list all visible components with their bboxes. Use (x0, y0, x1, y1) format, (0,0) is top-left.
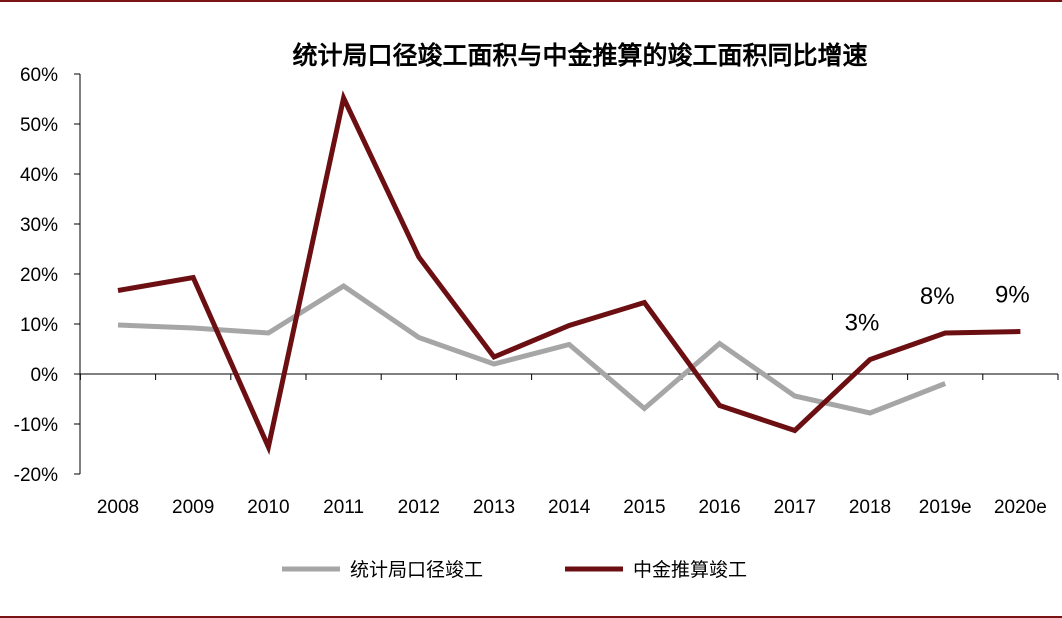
data-label: 8% (920, 283, 955, 310)
data-label: 3% (845, 310, 880, 337)
y-tick-label: -10% (14, 415, 58, 436)
x-tick-label: 2020e (994, 497, 1047, 518)
series-line-cicc (117, 90, 1021, 456)
y-tick-label: 40% (20, 165, 58, 186)
data-label: 9% (995, 282, 1030, 309)
x-tick-label: 2018 (849, 497, 891, 518)
x-tick-label: 2019e (919, 497, 972, 518)
y-tick-label: 20% (20, 265, 58, 286)
x-tick-label: 2013 (473, 497, 515, 518)
bottom-frame-line (0, 616, 1062, 618)
y-tick-label: 50% (20, 115, 58, 136)
y-tick-label: 60% (20, 65, 58, 86)
y-tick-label: 0% (31, 365, 59, 386)
x-tick-label: 2017 (774, 497, 816, 518)
x-tick-label: 2014 (548, 497, 591, 518)
top-frame-line (0, 0, 1062, 2)
y-tick-label: -20% (14, 465, 58, 486)
x-tick-label: 2009 (172, 497, 214, 518)
x-tick-label: 2016 (698, 497, 740, 518)
series-line-official (117, 283, 947, 416)
chart-title: 统计局口径竣工面积与中金推算的竣工面积同比增速 (292, 41, 867, 70)
x-tick-label: 2011 (323, 497, 364, 518)
x-tick-label: 2010 (247, 497, 289, 518)
y-tick-label: 30% (20, 215, 58, 236)
annotation-layer: 3% 8% 9% (845, 282, 1030, 337)
y-tick-label: 10% (20, 315, 58, 336)
series-layer (117, 90, 1021, 456)
axes: -20% -10% 0% 10% 20% 30% 40% 50% 60% 2008 2009 2010… (14, 65, 1059, 518)
legend-label: 统计局口径竣工 (350, 559, 483, 581)
x-tick-label: 2015 (623, 497, 665, 518)
legend-label: 中金推算竣工 (633, 559, 747, 581)
legend: 统计局口径竣工 中金推算竣工 (282, 559, 747, 581)
x-tick-label: 2008 (97, 497, 139, 518)
x-tick-label: 2012 (398, 497, 440, 518)
